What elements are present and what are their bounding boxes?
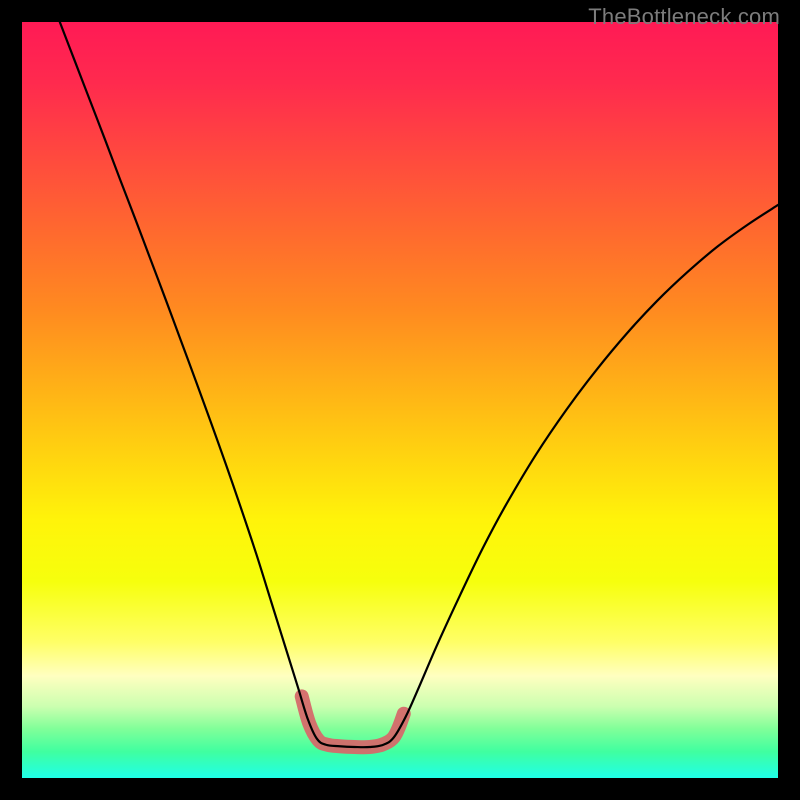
watermark-text: TheBottleneck.com (588, 4, 780, 30)
curve-layer (22, 22, 778, 778)
plot-area (22, 22, 778, 778)
bottleneck-curve (60, 22, 778, 747)
chart-frame: TheBottleneck.com (0, 0, 800, 800)
